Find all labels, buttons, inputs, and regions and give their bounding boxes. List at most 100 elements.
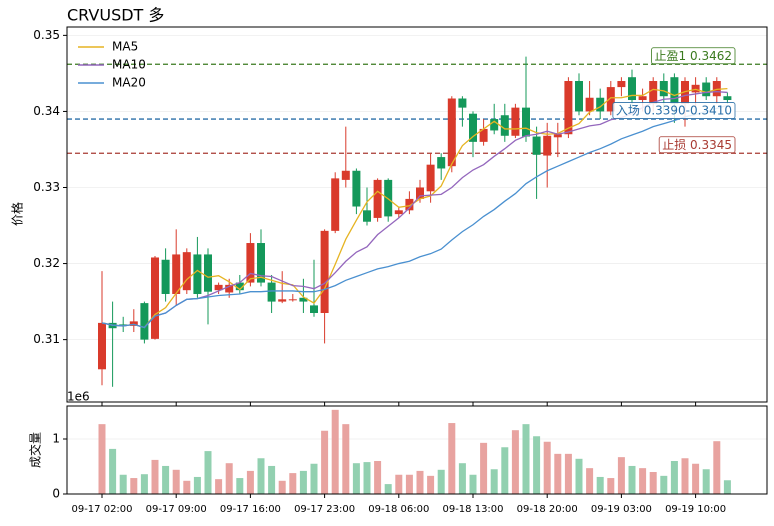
volume-bar — [448, 423, 456, 494]
y-tick-label: 0.32 — [33, 256, 60, 270]
level-label-group: 止损 0.3345 — [658, 136, 736, 154]
candle-body — [416, 187, 424, 199]
candle-body — [638, 96, 647, 101]
y-tick-label: 0.34 — [33, 104, 60, 118]
volume-bar — [607, 478, 615, 494]
volume-axis-label: 成交量 — [28, 432, 43, 468]
volume-bar — [289, 473, 297, 494]
volume-bar — [469, 474, 477, 494]
x-tick-label: 09-17 16:00 — [220, 504, 281, 515]
volume-bar — [257, 458, 265, 494]
candle-body — [331, 178, 340, 231]
candle-body — [585, 97, 594, 112]
x-tick-label: 09-18 20:00 — [517, 504, 578, 515]
candle-body — [511, 107, 520, 136]
x-tick-label: 09-19 03:00 — [591, 504, 652, 515]
y-tick-label: 0.33 — [33, 180, 60, 194]
candle-body — [299, 297, 308, 302]
x-tick-label: 09-17 23:00 — [294, 504, 355, 515]
volume-bar — [427, 475, 435, 494]
candle-body — [257, 243, 265, 283]
volume-bar — [628, 465, 636, 494]
x-tick-label: 09-18 06:00 — [368, 504, 429, 515]
level-label-box — [658, 136, 736, 154]
plot-frame — [66, 26, 768, 403]
candle-body — [702, 82, 711, 97]
volume-bar — [183, 480, 191, 494]
candle-body — [405, 198, 414, 211]
legend-label: MA5 — [112, 40, 138, 54]
volume-bar — [681, 458, 689, 494]
volume-bar — [522, 424, 530, 494]
volume-bar — [458, 463, 466, 494]
volume-bar — [511, 430, 519, 494]
y-tick-label: 0.35 — [33, 28, 60, 42]
candle-body — [596, 97, 605, 112]
volume-bar — [564, 453, 572, 494]
volume-bar — [299, 470, 307, 494]
candle-body — [469, 113, 477, 142]
candle-body — [649, 81, 658, 104]
volume-bar — [395, 474, 403, 494]
volume-offset: 1e6 — [67, 390, 90, 404]
candle-body — [723, 96, 732, 101]
volume-bar — [405, 474, 413, 494]
candle-body — [235, 282, 244, 291]
candle-body — [553, 134, 562, 138]
volume-bar — [193, 476, 201, 494]
candle-body — [172, 254, 181, 294]
y-tick-label: 0 — [52, 487, 60, 501]
volume-bar — [130, 478, 138, 494]
volume-bar — [660, 475, 668, 494]
candle-body — [447, 98, 456, 167]
level-label: 止损 0.3345 — [662, 138, 732, 152]
candle-body — [278, 299, 287, 302]
volume-bar — [670, 461, 678, 494]
volume-bar — [278, 480, 286, 494]
candle-body — [119, 324, 128, 326]
volume-bar — [119, 474, 127, 494]
candle-body — [532, 136, 541, 155]
chart-title: CRVUSDT 多 — [67, 6, 164, 25]
candle-body — [564, 81, 573, 135]
candle-body — [193, 254, 202, 294]
candle-body — [617, 81, 626, 88]
volume-bar — [151, 459, 159, 494]
candle-body — [129, 321, 138, 326]
candle-body — [151, 257, 159, 339]
candle-body — [320, 230, 329, 314]
candle-body — [98, 322, 106, 370]
candle-body — [659, 81, 668, 97]
level-label-group: 入场 0.3390-0.3410 — [612, 102, 736, 119]
volume-bar — [586, 468, 594, 494]
y-axis-label: 价格 — [10, 202, 25, 226]
volume-bar — [246, 470, 254, 494]
candle-body — [575, 81, 583, 112]
volume-bar — [331, 409, 339, 494]
volume-bar — [140, 474, 148, 494]
volume-bar — [437, 469, 445, 494]
volume-bar — [490, 469, 498, 494]
x-tick-label: 09-19 10:00 — [665, 504, 726, 515]
volume-bar — [639, 468, 647, 494]
volume-bar — [374, 461, 382, 494]
volume-bar — [310, 463, 318, 494]
volume-bar — [596, 476, 604, 494]
candle-body — [288, 299, 297, 301]
volume-bar — [172, 469, 180, 494]
legend-label: MA10 — [112, 58, 146, 72]
volume-bar — [363, 462, 371, 494]
volume-bar — [702, 469, 710, 494]
volume-bar — [533, 436, 541, 494]
candle-body — [670, 77, 679, 104]
candle-body — [681, 81, 689, 104]
volume-bar — [480, 442, 488, 494]
volume-bar — [342, 424, 350, 494]
volume-bar — [98, 424, 106, 494]
level-label-box — [651, 47, 736, 65]
volume-bar — [713, 441, 721, 494]
candle-body — [628, 77, 636, 101]
x-tick-label: 09-17 09:00 — [146, 504, 207, 515]
candle-body — [352, 170, 361, 207]
legend-label: MA20 — [112, 76, 146, 90]
